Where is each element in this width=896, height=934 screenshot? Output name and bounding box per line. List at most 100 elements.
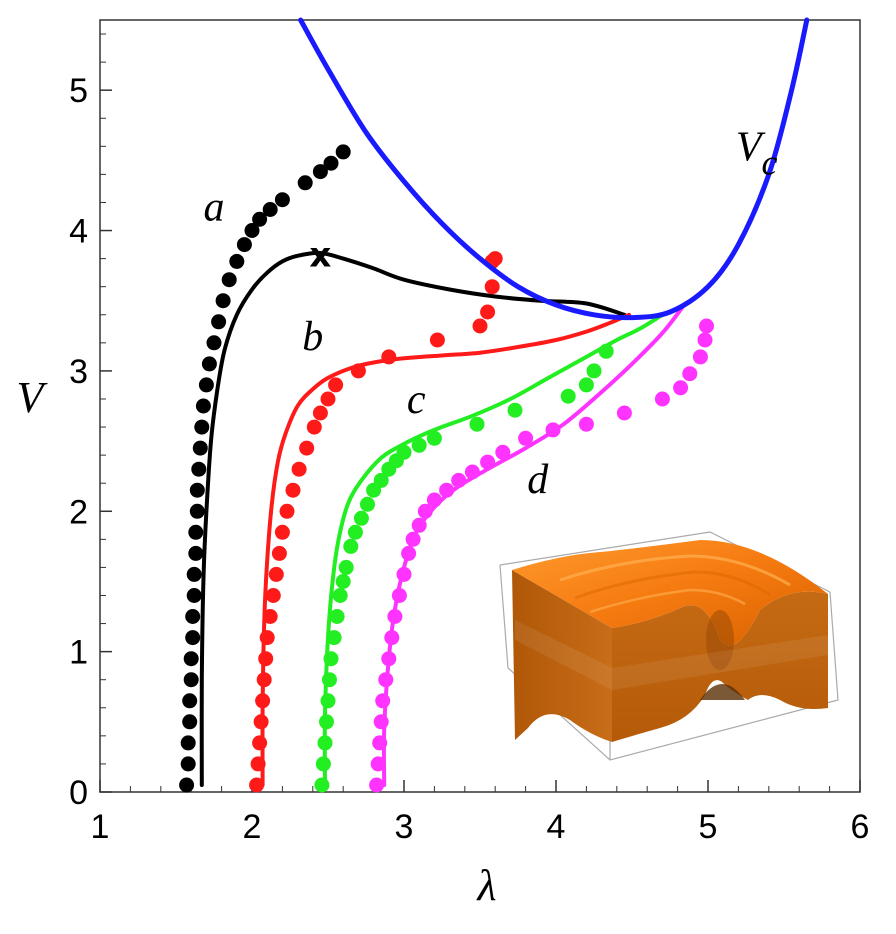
series-d: [369, 301, 714, 793]
data-point-a: [188, 545, 204, 561]
y-tick-label: 5: [69, 72, 88, 110]
data-point-a: [221, 272, 237, 288]
x-tick-label: 2: [243, 808, 262, 846]
data-point-a: [191, 461, 207, 477]
x-axis-ticks: 1 2 3 4 5 6: [91, 780, 870, 846]
data-point-d: [396, 566, 412, 582]
data-point-b: [253, 714, 269, 730]
data-point-a: [211, 314, 227, 330]
y-axis-title: V: [17, 373, 49, 422]
data-point-b: [312, 405, 328, 421]
data-point-b: [328, 377, 344, 393]
curve-label-a: a: [204, 185, 225, 231]
data-point-d: [375, 693, 391, 709]
data-point-b: [252, 735, 268, 751]
data-point-a: [244, 223, 260, 238]
data-point-a: [195, 398, 211, 414]
surface-inset: [499, 531, 839, 761]
data-point-c: [335, 574, 351, 589]
data-point-d: [426, 492, 442, 508]
data-point-d: [518, 430, 534, 446]
data-point-b: [279, 503, 295, 519]
data-point-d: [578, 416, 594, 432]
data-point-a: [262, 202, 278, 217]
data-point-d: [464, 464, 480, 480]
max-point-marker: x: [309, 235, 331, 275]
data-point-b: [472, 318, 488, 334]
data-point-d: [391, 588, 407, 603]
data-point-d: [378, 672, 394, 688]
data-point-a: [182, 693, 198, 709]
data-point-b: [262, 609, 278, 624]
data-point-b: [299, 440, 315, 456]
data-point-a: [201, 356, 217, 372]
data-point-a: [180, 756, 196, 772]
data-point-a: [188, 524, 204, 540]
data-point-c: [598, 343, 614, 359]
data-point-c: [315, 756, 331, 772]
data-point-d: [692, 349, 708, 365]
data-point-a: [198, 377, 214, 393]
data-point-d: [480, 454, 496, 470]
data-point-c: [586, 363, 602, 379]
data-point-a: [179, 777, 195, 793]
data-point-b: [268, 566, 284, 582]
data-point-b: [249, 777, 265, 793]
curve-label-b: b: [302, 314, 323, 360]
series-line-b: [260, 312, 631, 787]
data-point-c: [507, 402, 523, 418]
data-point-a: [185, 609, 201, 624]
data-point-b: [306, 419, 322, 435]
data-point-c: [343, 538, 359, 554]
data-point-a: [189, 482, 205, 498]
data-point-a: [312, 164, 328, 180]
data-point-a: [186, 566, 202, 582]
data-point-c: [578, 377, 594, 393]
data-point-c: [411, 437, 427, 453]
data-point-d: [369, 777, 385, 793]
data-point-b: [285, 482, 301, 498]
data-point-b: [480, 304, 496, 320]
data-point-d: [384, 630, 400, 646]
curve-label-subscript: c: [761, 142, 777, 182]
data-point-b: [274, 524, 290, 540]
y-tick-label: 3: [69, 353, 88, 391]
data-point-a: [182, 714, 198, 730]
data-point-d: [405, 531, 421, 547]
data-point-c: [469, 416, 485, 432]
data-point-c: [426, 430, 442, 446]
data-point-d: [401, 545, 417, 561]
data-point-d: [373, 714, 389, 730]
series-line-c: [322, 312, 665, 787]
curve-label-Vc: Vc: [736, 124, 778, 182]
data-point-c: [323, 651, 339, 667]
data-point-a: [186, 588, 202, 603]
x-tick-label: 3: [395, 808, 414, 846]
curve-label-c: c: [407, 377, 426, 423]
y-tick-label: 1: [69, 634, 88, 672]
data-point-d: [451, 472, 467, 488]
x-tick-label: 6: [851, 808, 870, 846]
x-tick-label: 5: [699, 808, 718, 846]
data-point-a: [323, 155, 339, 171]
data-point-c: [353, 510, 369, 526]
data-point-b: [271, 545, 287, 561]
series-layer: [179, 144, 714, 793]
data-point-d: [372, 735, 388, 751]
data-point-d: [654, 391, 670, 407]
data-point-b: [259, 630, 275, 646]
data-point-c: [322, 672, 337, 688]
data-point-a: [192, 440, 208, 456]
series-c: [314, 312, 665, 793]
data-point-a: [183, 672, 199, 688]
data-point-b: [250, 756, 266, 772]
data-point-a: [229, 253, 245, 269]
data-point-a: [215, 293, 231, 309]
data-point-b: [291, 461, 307, 477]
data-point-b: [255, 693, 271, 709]
data-point-d: [381, 651, 397, 667]
data-point-b: [381, 349, 397, 365]
data-point-c: [332, 588, 348, 603]
data-point-d: [682, 366, 698, 382]
